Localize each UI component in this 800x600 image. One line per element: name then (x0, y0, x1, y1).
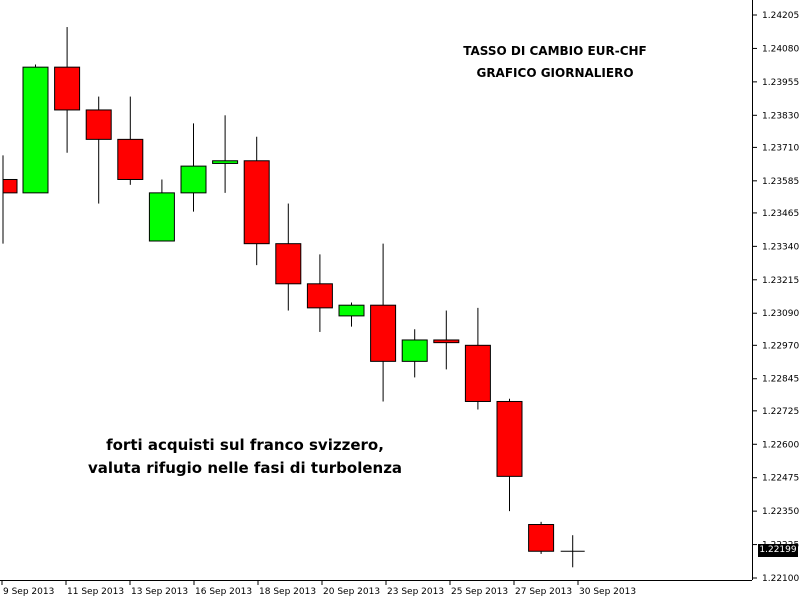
y-tick-label: 1.23340 (762, 242, 799, 252)
candle (22, 64, 49, 194)
x-tick-label: 18 Sep 2013 (259, 587, 316, 597)
candle-body (433, 339, 460, 344)
candle-body (2, 178, 18, 194)
y-tick-label: 1.22725 (762, 407, 799, 417)
y-tick-label: 1.23465 (762, 209, 799, 219)
candle-body (496, 400, 523, 477)
y-tick-label: 1.23585 (762, 177, 799, 187)
candle (560, 535, 585, 568)
price-axis: 1.24205 1.24080 1.23955 1.23830 1.23710 1.235… (752, 0, 799, 584)
candle-body (243, 160, 270, 245)
candle (433, 310, 460, 370)
y-tick-label: 1.22970 (762, 341, 799, 351)
candle (401, 329, 428, 378)
candle-body (180, 165, 207, 194)
candle (212, 115, 239, 193)
y-tick-label: 1.22475 (762, 474, 799, 484)
candle-body (275, 243, 302, 285)
candle-body (22, 66, 49, 194)
candle-body (528, 524, 555, 552)
candle-body (85, 109, 112, 140)
x-tick-label: 13 Sep 2013 (131, 587, 188, 597)
candle (338, 302, 365, 327)
x-tick-label: 30 Sep 2013 (579, 587, 636, 597)
candle-body (338, 304, 365, 317)
chart-title-line2: GRAFICO GIORNALIERO (476, 66, 634, 80)
x-tick-label: 23 Sep 2013 (387, 587, 444, 597)
x-tick-label: 16 Sep 2013 (195, 587, 252, 597)
y-tick-label: 1.22845 (762, 375, 799, 385)
y-tick-label: 1.23215 (762, 276, 799, 286)
y-tick-label: 1.24080 (762, 44, 799, 54)
candle-body (212, 160, 239, 164)
y-tick-label: 1.24205 (762, 11, 799, 21)
candles-layer (2, 27, 585, 568)
candle-body (148, 192, 175, 242)
candle (180, 123, 207, 212)
candle (2, 155, 18, 244)
candle-body (370, 304, 397, 362)
candle-body (117, 138, 144, 180)
candle (54, 27, 81, 153)
candle (306, 254, 333, 332)
x-tick-label: 9 Sep 2013 (3, 587, 54, 597)
x-tick-label: 11 Sep 2013 (67, 587, 124, 597)
y-tick-label: 1.23090 (762, 309, 799, 319)
annotation-line2: valuta rifugio nelle fasi di turbolenza (87, 459, 403, 477)
current-price-label: 1.22199 (758, 544, 798, 557)
y-tick-label: 1.22100 (762, 574, 799, 584)
candle-body (54, 66, 81, 111)
candle-body (401, 339, 428, 362)
candle (243, 136, 270, 266)
x-tick-label: 25 Sep 2013 (451, 587, 508, 597)
candle-body (306, 283, 333, 309)
y-tick-label: 1.23955 (762, 78, 799, 88)
y-tick-label: 1.22350 (762, 507, 799, 517)
candle (85, 96, 112, 204)
candle (496, 398, 523, 512)
x-tick-label: 27 Sep 2013 (515, 587, 572, 597)
date-axis: 9 Sep 2013 11 Sep 2013 13 Sep 2013 16 Sep 2… (0, 580, 752, 597)
y-tick-label: 1.23830 (762, 111, 799, 121)
candle (528, 521, 555, 554)
chart-title-line1: TASSO DI CAMBIO EUR-CHF (463, 44, 647, 58)
x-tick-label: 20 Sep 2013 (323, 587, 380, 597)
y-tick-label: 1.22600 (762, 440, 799, 450)
y-tick-label: 1.23710 (762, 143, 799, 153)
candle (370, 243, 397, 402)
annotation-line1: forti acquisti sul franco svizzero, (106, 436, 384, 454)
candle-body (464, 344, 491, 402)
candle (148, 179, 175, 242)
candle (464, 307, 491, 410)
candle (275, 203, 302, 311)
candle (117, 96, 144, 185)
